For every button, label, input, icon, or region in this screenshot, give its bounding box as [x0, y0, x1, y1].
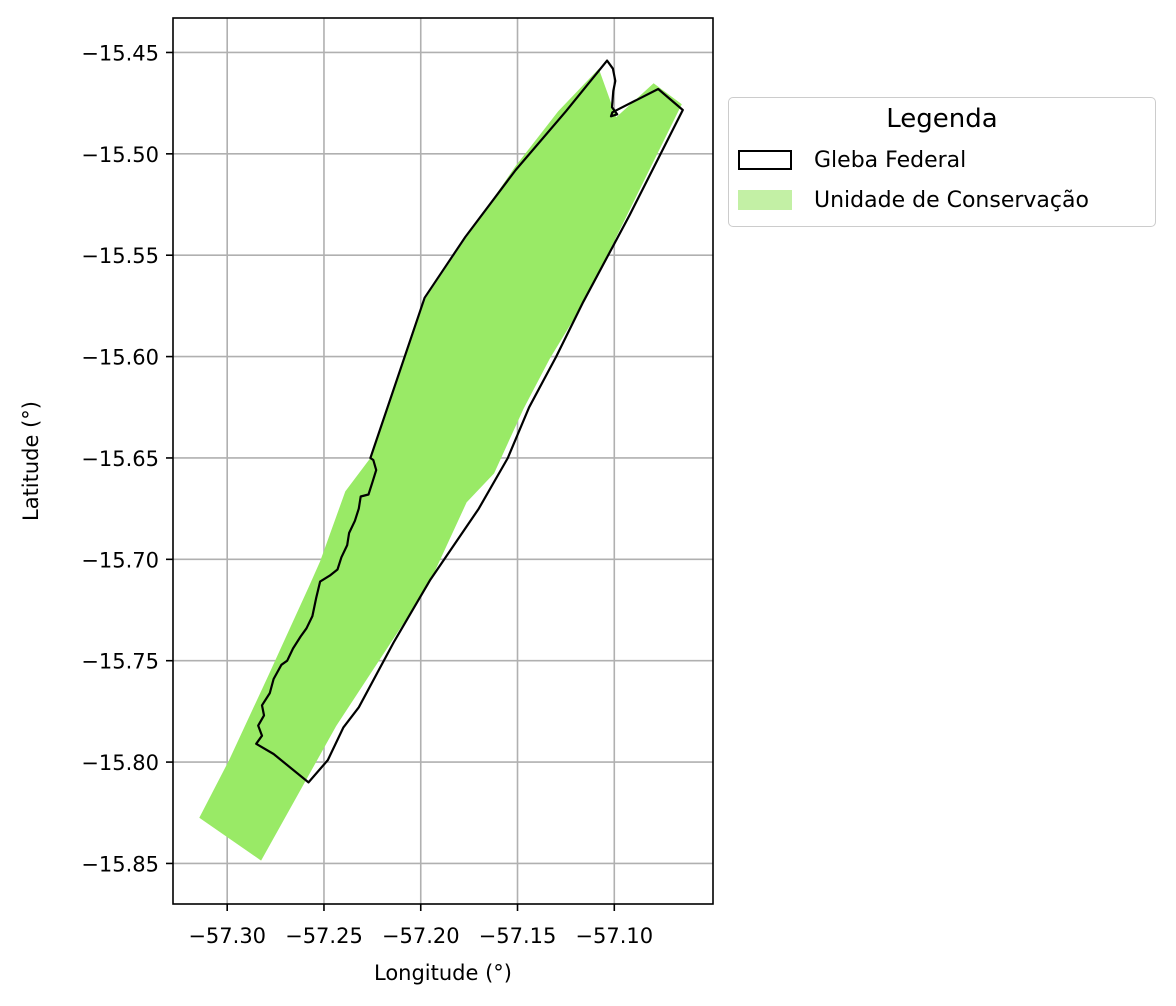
y-tick-label: −15.45: [81, 41, 159, 65]
x-tick-label: −57.15: [479, 924, 557, 948]
y-tick-label: −15.75: [81, 650, 159, 674]
legend-label-gleba-federal: Gleba Federal: [814, 147, 967, 173]
y-tick-label: −15.70: [81, 548, 159, 572]
x-tick-label: −57.10: [575, 924, 653, 948]
y-tick-label: −15.65: [81, 447, 159, 471]
y-axis-title: Latitude (°): [19, 401, 43, 521]
grid-lines: [173, 18, 713, 904]
legend-entry-unidade-conservacao: Unidade de Conservação: [738, 187, 1089, 213]
y-tick-label: −15.80: [81, 751, 159, 775]
legend-label-unidade-conservacao: Unidade de Conservação: [814, 187, 1089, 213]
unidade-de-conservacao-polygon: [199, 68, 682, 861]
legend-swatch-fill: [738, 190, 792, 210]
x-tick-label: −57.20: [382, 924, 460, 948]
y-tick-label: −15.55: [81, 244, 159, 268]
y-tick-label: −15.85: [81, 852, 159, 876]
legend-title: Legenda: [886, 104, 998, 134]
x-tick-label: −57.25: [285, 924, 363, 948]
map-layers: [199, 59, 684, 861]
y-tick-label: −15.60: [81, 346, 159, 370]
legend-swatch-outline: [738, 150, 792, 170]
x-tick-label: −57.30: [188, 924, 266, 948]
legend-entry-gleba-federal: Gleba Federal: [738, 147, 966, 173]
y-tick-label: −15.50: [81, 143, 159, 167]
legend: Legenda Gleba Federal Unidade de Conserv…: [728, 97, 1156, 227]
y-axis-ticks: −15.45 −15.50 −15.55 −15.60 −15.65 −15.70 −15.…: [81, 41, 173, 876]
gleba-federal-polygon: [255, 59, 684, 784]
plot-area-frame: [172, 17, 714, 905]
x-axis-title: Longitude (°): [374, 961, 512, 985]
x-axis-ticks: −57.30 −57.25 −57.20 −57.15 −57.10: [188, 904, 653, 948]
